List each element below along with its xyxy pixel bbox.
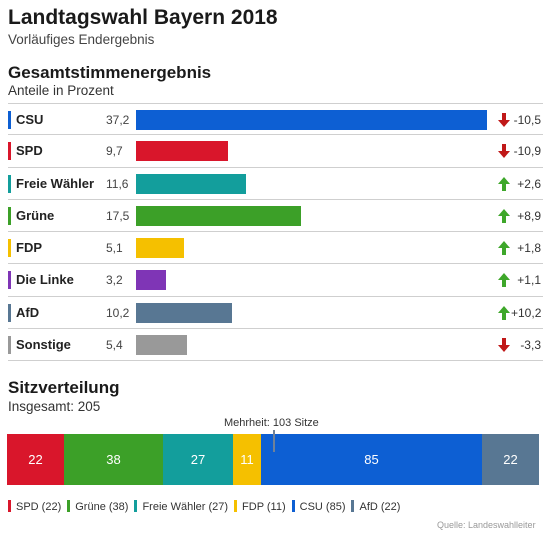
party-label: Sonstige xyxy=(16,337,71,353)
vote-share-bar xyxy=(136,205,302,226)
party-accent xyxy=(8,271,11,290)
arrow-up-icon xyxy=(498,305,510,320)
party-accent xyxy=(8,206,11,225)
seat-segment: 27 xyxy=(163,434,233,485)
party-label: SPD xyxy=(16,143,43,159)
party-accent xyxy=(8,303,11,322)
change-label: -10,9 xyxy=(513,144,541,159)
change-label: +2,6 xyxy=(517,176,541,191)
legend-swatch xyxy=(351,500,355,512)
party-label: FDP xyxy=(16,240,42,256)
arrow-up-icon xyxy=(498,208,510,223)
seats-section-title: Sitzverteilung xyxy=(8,378,120,397)
majority-label: Mehrheit: 103 Sitze xyxy=(224,417,319,429)
legend-item: CSU (85) xyxy=(291,500,346,513)
legend-label: Grüne (38) xyxy=(75,501,129,513)
change-label: -10,5 xyxy=(513,113,541,127)
legend-item: SPD (22) xyxy=(8,500,61,513)
vote-share-label: 3,2 xyxy=(106,273,123,288)
party-accent xyxy=(8,239,11,258)
party-accent xyxy=(8,174,11,193)
party-label: Grüne xyxy=(16,207,55,223)
vote-share-bar xyxy=(136,302,233,323)
legend-swatch xyxy=(67,500,71,512)
table-row: FDP 5,1 +1,8 xyxy=(8,232,543,265)
legend-swatch xyxy=(134,500,138,512)
vote-share-label: 17,5 xyxy=(106,208,130,223)
table-row: Sonstige 5,4 -3,3 xyxy=(8,329,543,362)
seat-segment: 11 xyxy=(233,434,261,485)
party-accent xyxy=(8,142,11,161)
legend-label: AfD (22) xyxy=(359,501,401,513)
page-title: Landtagswahl Bayern 2018 xyxy=(8,6,278,29)
seat-segment: 22 xyxy=(482,434,539,485)
vote-share-bar xyxy=(136,173,246,194)
majority-marker xyxy=(273,430,275,452)
legend-swatch xyxy=(291,500,295,512)
seat-distribution-bar: 22 38 27 11 85 22 xyxy=(7,434,539,485)
seat-legend: SPD (22) Grüne (38) Freie Wähler (27) FDP (… xyxy=(8,497,406,515)
page-subtitle: Vorläufiges Endergebnis xyxy=(8,32,155,47)
votes-section-title: Gesamtstimmenergebnis xyxy=(8,63,212,82)
party-accent xyxy=(8,111,11,129)
vote-share-label: 5,4 xyxy=(106,338,123,353)
source-note: Quelle: Landeswahlleiter xyxy=(437,520,536,530)
vote-share-label: 9,7 xyxy=(106,144,123,159)
party-label: Freie Wähler xyxy=(16,175,95,191)
legend-item: Freie Wähler (27) xyxy=(134,500,228,513)
change-label: -3,3 xyxy=(520,338,541,353)
party-accent xyxy=(8,336,11,355)
vote-share-label: 5,1 xyxy=(106,241,123,256)
change-label: +1,8 xyxy=(517,241,541,256)
vote-share-chart: CSU 37,2 -10,5 SPD 9,7 -10,9 Freie Wähler 11,6 +… xyxy=(8,103,543,362)
legend-item: FDP (11) xyxy=(234,500,286,513)
arrow-down-icon xyxy=(498,144,510,159)
vote-share-bar xyxy=(136,141,228,162)
vote-share-bar xyxy=(136,238,185,259)
legend-label: SPD (22) xyxy=(16,501,62,513)
arrow-up-icon xyxy=(498,176,510,191)
arrow-down-icon xyxy=(498,113,510,127)
arrow-up-icon xyxy=(498,241,510,256)
vote-share-bar xyxy=(136,110,487,130)
seat-segment: 85 xyxy=(261,434,482,485)
party-label: Die Linke xyxy=(16,272,74,288)
table-row: Freie Wähler 11,6 +2,6 xyxy=(8,168,543,200)
table-row: Grüne 17,5 +8,9 xyxy=(8,200,543,233)
party-label: CSU xyxy=(16,112,44,127)
table-row: Die Linke 3,2 +1,1 xyxy=(8,264,543,297)
legend-swatch xyxy=(8,500,11,512)
change-label: +1,1 xyxy=(517,273,541,288)
vote-share-label: 10,2 xyxy=(106,305,130,320)
legend-label: Freie Wähler (27) xyxy=(142,501,229,513)
legend-item: AfD (22) xyxy=(351,500,400,513)
table-row: AfD 10,2 +10,2 xyxy=(8,297,543,330)
legend-item: Grüne (38) xyxy=(67,500,128,513)
change-label: +8,9 xyxy=(517,208,541,223)
seat-segment: 22 xyxy=(7,434,64,485)
party-label: AfD xyxy=(16,304,40,320)
arrow-down-icon xyxy=(498,338,510,353)
legend-swatch xyxy=(234,500,238,512)
vote-share-label: 11,6 xyxy=(106,176,129,191)
vote-share-bar xyxy=(136,335,187,356)
legend-label: FDP (11) xyxy=(242,501,286,513)
table-row: SPD 9,7 -10,9 xyxy=(8,135,543,168)
seat-segment: 38 xyxy=(64,434,163,485)
legend-label: CSU (85) xyxy=(299,501,346,513)
vote-share-bar xyxy=(136,270,167,291)
change-label: +10,2 xyxy=(511,305,542,320)
vote-share-label: 37,2 xyxy=(106,113,130,127)
arrow-up-icon xyxy=(498,273,510,288)
votes-section-subtitle: Anteile in Prozent xyxy=(8,83,114,98)
table-row: CSU 37,2 -10,5 xyxy=(8,103,543,136)
seats-section-subtitle: Insgesamt: 205 xyxy=(8,399,101,414)
